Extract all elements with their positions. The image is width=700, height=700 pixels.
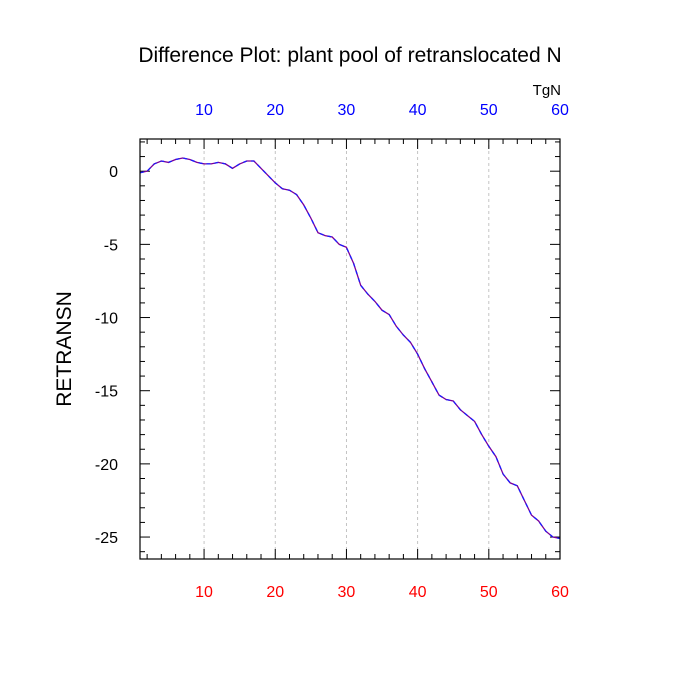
data-point [167, 161, 169, 163]
y-tick-label: -20 [95, 457, 118, 474]
y-tick-label: 0 [109, 164, 118, 181]
data-point [395, 325, 397, 327]
data-point [296, 194, 298, 196]
data-point [523, 499, 525, 501]
x-tick-label-bottom: 30 [338, 584, 356, 601]
gridlines [203, 139, 490, 559]
data-point [239, 163, 241, 165]
data-point [552, 536, 554, 538]
x-tick-label-top: 50 [480, 102, 498, 119]
x-tick-label-top: 60 [551, 102, 569, 119]
data-point [196, 161, 198, 163]
data-point [324, 235, 326, 237]
data-point [445, 398, 447, 400]
data-point [274, 182, 276, 184]
data-point [481, 434, 483, 436]
data-point [410, 341, 412, 343]
x-tick-label-top: 20 [266, 102, 284, 119]
data-point [175, 158, 177, 160]
data-point [466, 415, 468, 417]
data-point [424, 368, 426, 370]
x-tick-label-top: 30 [338, 102, 356, 119]
data-point [217, 161, 219, 163]
x-tick-label-bottom: 60 [551, 584, 569, 601]
data-point [360, 284, 362, 286]
series-layer [139, 157, 561, 540]
y-tick-label: -5 [104, 237, 118, 254]
data-point [189, 158, 191, 160]
data-point [253, 160, 255, 162]
x-tick-label-bottom: 40 [409, 584, 427, 601]
x-tick-label-bottom: 20 [266, 584, 284, 601]
data-point [310, 217, 312, 219]
data-point [509, 482, 511, 484]
x-tick-label-top: 10 [195, 102, 213, 119]
data-point [203, 163, 205, 165]
data-point [495, 456, 497, 458]
data-point [345, 246, 347, 248]
chart-title: Difference Plot: plant pool of retranslo… [138, 44, 561, 67]
data-point [438, 394, 440, 396]
data-point [246, 160, 248, 162]
series-line [139, 157, 561, 540]
x-tick-label-bottom: 10 [195, 584, 213, 601]
data-point [474, 420, 476, 422]
data-point [303, 204, 305, 206]
y-tick-label: -25 [95, 530, 118, 547]
data-point [317, 232, 319, 234]
data-point [267, 175, 269, 177]
data-point [160, 160, 162, 162]
data-point [374, 300, 376, 302]
data-point [431, 381, 433, 383]
data-point [381, 309, 383, 311]
data-point [338, 243, 340, 245]
data-point [402, 334, 404, 336]
data-point [288, 189, 290, 191]
data-point [353, 262, 355, 264]
data-point [146, 170, 148, 172]
data-point [452, 400, 454, 402]
axis-ticks [140, 139, 561, 559]
data-point [488, 445, 490, 447]
top-axis-units: TgN [533, 82, 561, 99]
data-point [260, 167, 262, 169]
data-point [538, 520, 540, 522]
data-point [224, 163, 226, 165]
tick-labels: 10 10 20 20 30 30 40 40 50 50 60 60 0 -5 -10 -15 -20 -25 [95, 102, 569, 601]
data-point [182, 157, 184, 159]
data-point [210, 163, 212, 165]
data-point [367, 293, 369, 295]
x-tick-label-bottom: 50 [480, 584, 498, 601]
data-point [232, 167, 234, 169]
y-axis-label: RETRANSN [53, 291, 76, 407]
data-point [459, 409, 461, 411]
data-point [281, 188, 283, 190]
data-point [388, 314, 390, 316]
data-point [153, 163, 155, 165]
data-point [531, 514, 533, 516]
y-tick-label: -15 [95, 384, 118, 401]
data-point [502, 473, 504, 475]
plot-frame [139, 138, 561, 560]
data-point [516, 485, 518, 487]
y-tick-label: -10 [95, 311, 118, 328]
data-point [331, 236, 333, 238]
data-point [417, 353, 419, 355]
x-tick-label-top: 40 [409, 102, 427, 119]
series-line-dashed [139, 157, 561, 540]
data-point [545, 530, 547, 532]
